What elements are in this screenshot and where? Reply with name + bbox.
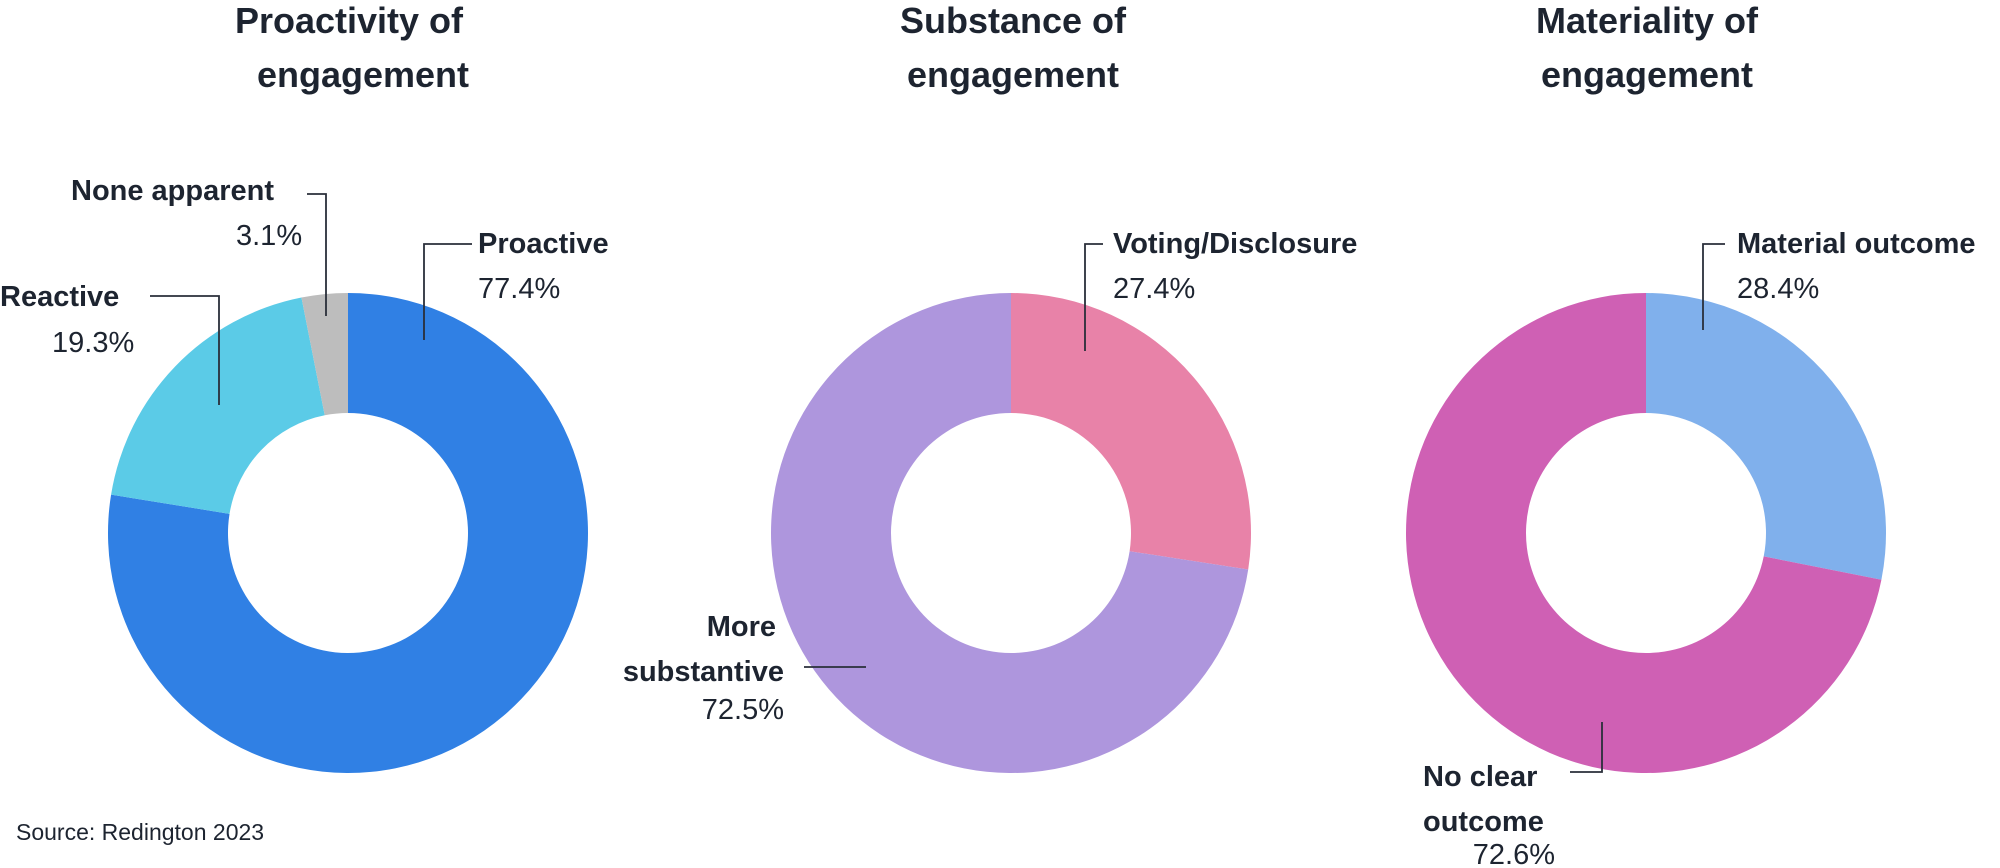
slice-more-substantive <box>771 293 1249 773</box>
slice-label-reactive: Reactive <box>0 281 119 313</box>
chart2-title-line2: engagement <box>907 54 1119 95</box>
chart3-title-line1: Materiality of <box>1536 0 1759 41</box>
leader-voting-disclosure <box>1084 243 1103 351</box>
leader-reactive <box>150 295 220 405</box>
slice-label-voting-disclosure: Voting/Disclosure <box>1113 228 1357 260</box>
slice-value-material-outcome: 28.4% <box>1737 273 1819 305</box>
leader-proactive <box>423 243 472 340</box>
chart1-title-line2: engagement <box>257 54 469 95</box>
slice-proactive <box>108 293 588 773</box>
slice-voting-disclosure <box>1011 293 1252 570</box>
slice-label-more: More <box>707 611 776 643</box>
slice-value-none-apparent: 3.1% <box>236 220 302 252</box>
chart2-title-line1: Substance of <box>900 0 1127 41</box>
slice-value-voting-disclosure: 27.4% <box>1113 273 1195 305</box>
slice-label-proactive: Proactive <box>478 228 609 260</box>
leader-none-apparent <box>307 193 327 316</box>
slice-value-proactive: 77.4% <box>478 273 560 305</box>
chart3-title-line2: engagement <box>1541 54 1753 95</box>
leader-material-outcome <box>1702 243 1725 330</box>
slice-material-outcome <box>1646 293 1886 580</box>
slice-value-more-substantive: 72.5% <box>702 694 784 726</box>
slice-value-reactive: 19.3% <box>52 327 134 359</box>
slice-value-no-clear-outcome: 72.6% <box>1473 839 1555 868</box>
slice-label-substantive: substantive <box>623 656 784 688</box>
slice-label-outcome: outcome <box>1423 806 1544 838</box>
slice-label-no-clear: No clear <box>1423 761 1537 793</box>
chart1-title-line1: Proactivity of <box>235 0 464 41</box>
leader-no-clear-outcome <box>1570 722 1603 773</box>
source-note: Source: Redington 2023 <box>16 819 264 845</box>
slice-no-clear-outcome <box>1406 293 1882 773</box>
slice-reactive <box>111 297 325 514</box>
slice-label-none-apparent: None apparent <box>71 175 274 207</box>
slice-none-apparent <box>301 293 348 416</box>
slice-label-material-outcome: Material outcome <box>1737 228 1976 260</box>
